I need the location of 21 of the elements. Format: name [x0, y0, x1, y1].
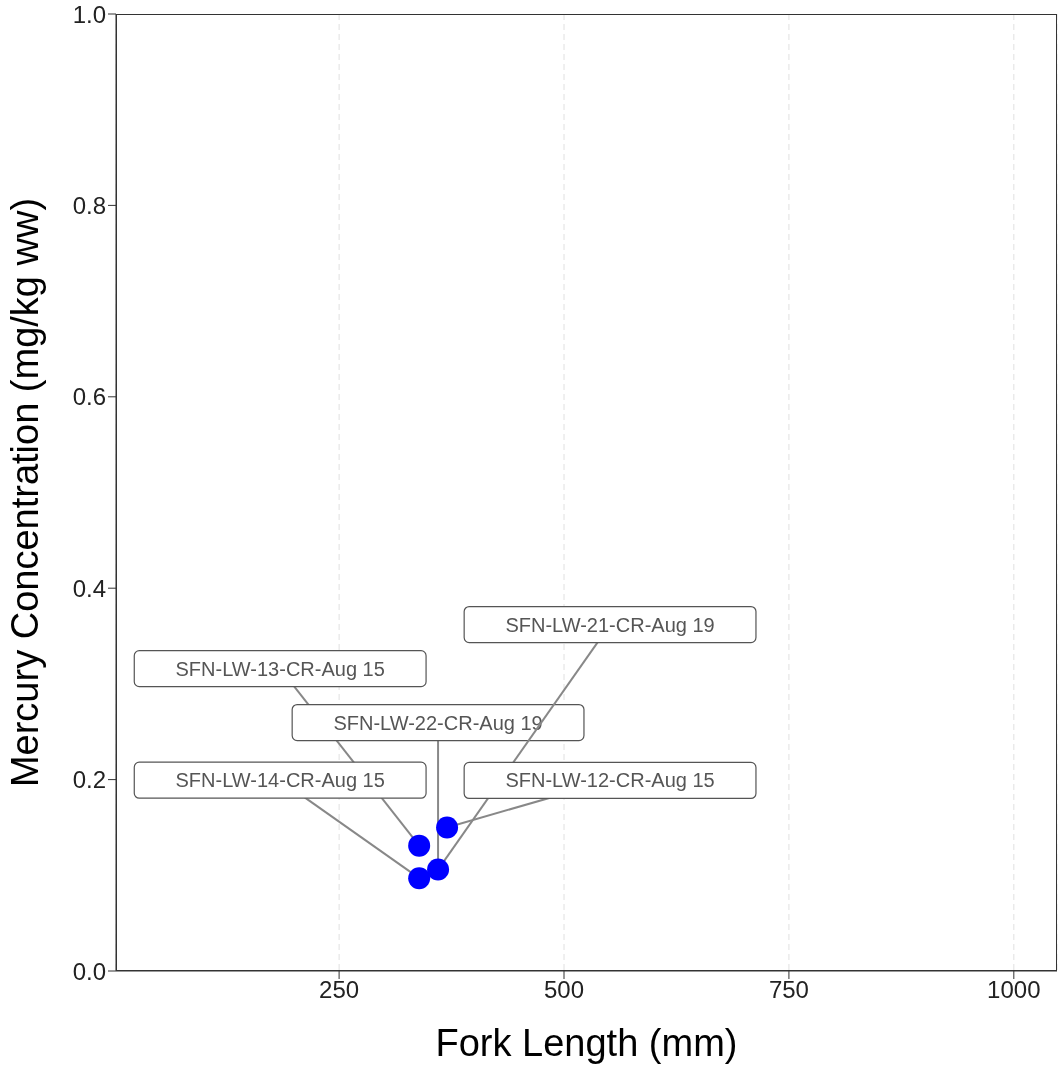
y-tick-label: 0.0 [72, 957, 106, 985]
point [427, 858, 450, 881]
callout: SFN-LW-14-CR-Aug 15 [133, 761, 427, 880]
y-tick-label: 0.4 [72, 574, 106, 602]
x-tick-label: 250 [319, 976, 360, 1004]
y-tick-label: 1.0 [72, 0, 106, 28]
y-tick-label: 0.6 [72, 383, 106, 411]
annotation: SFN-LW-13-CR-Aug 15 [175, 657, 385, 680]
annotation: SFN-LW-12-CR-Aug 15 [505, 769, 715, 792]
point [408, 834, 431, 857]
y-axis-title: Mercury Concentration (mg/kg ww) [4, 197, 46, 788]
point [436, 816, 459, 839]
y-tick-label: 0.2 [72, 766, 106, 794]
x-tick-label: 750 [768, 976, 809, 1004]
x-tick-label: 500 [543, 976, 585, 1004]
point [408, 867, 431, 890]
x-axis-title: Fork Length (mm) [435, 1022, 738, 1064]
annotation: SFN-LW-21-CR-Aug 19 [505, 613, 715, 636]
x-tick-label: 1000 [987, 976, 1041, 1004]
annotation: SFN-LW-14-CR-Aug 15 [175, 769, 385, 792]
y-tick-label: 0.8 [72, 191, 106, 219]
